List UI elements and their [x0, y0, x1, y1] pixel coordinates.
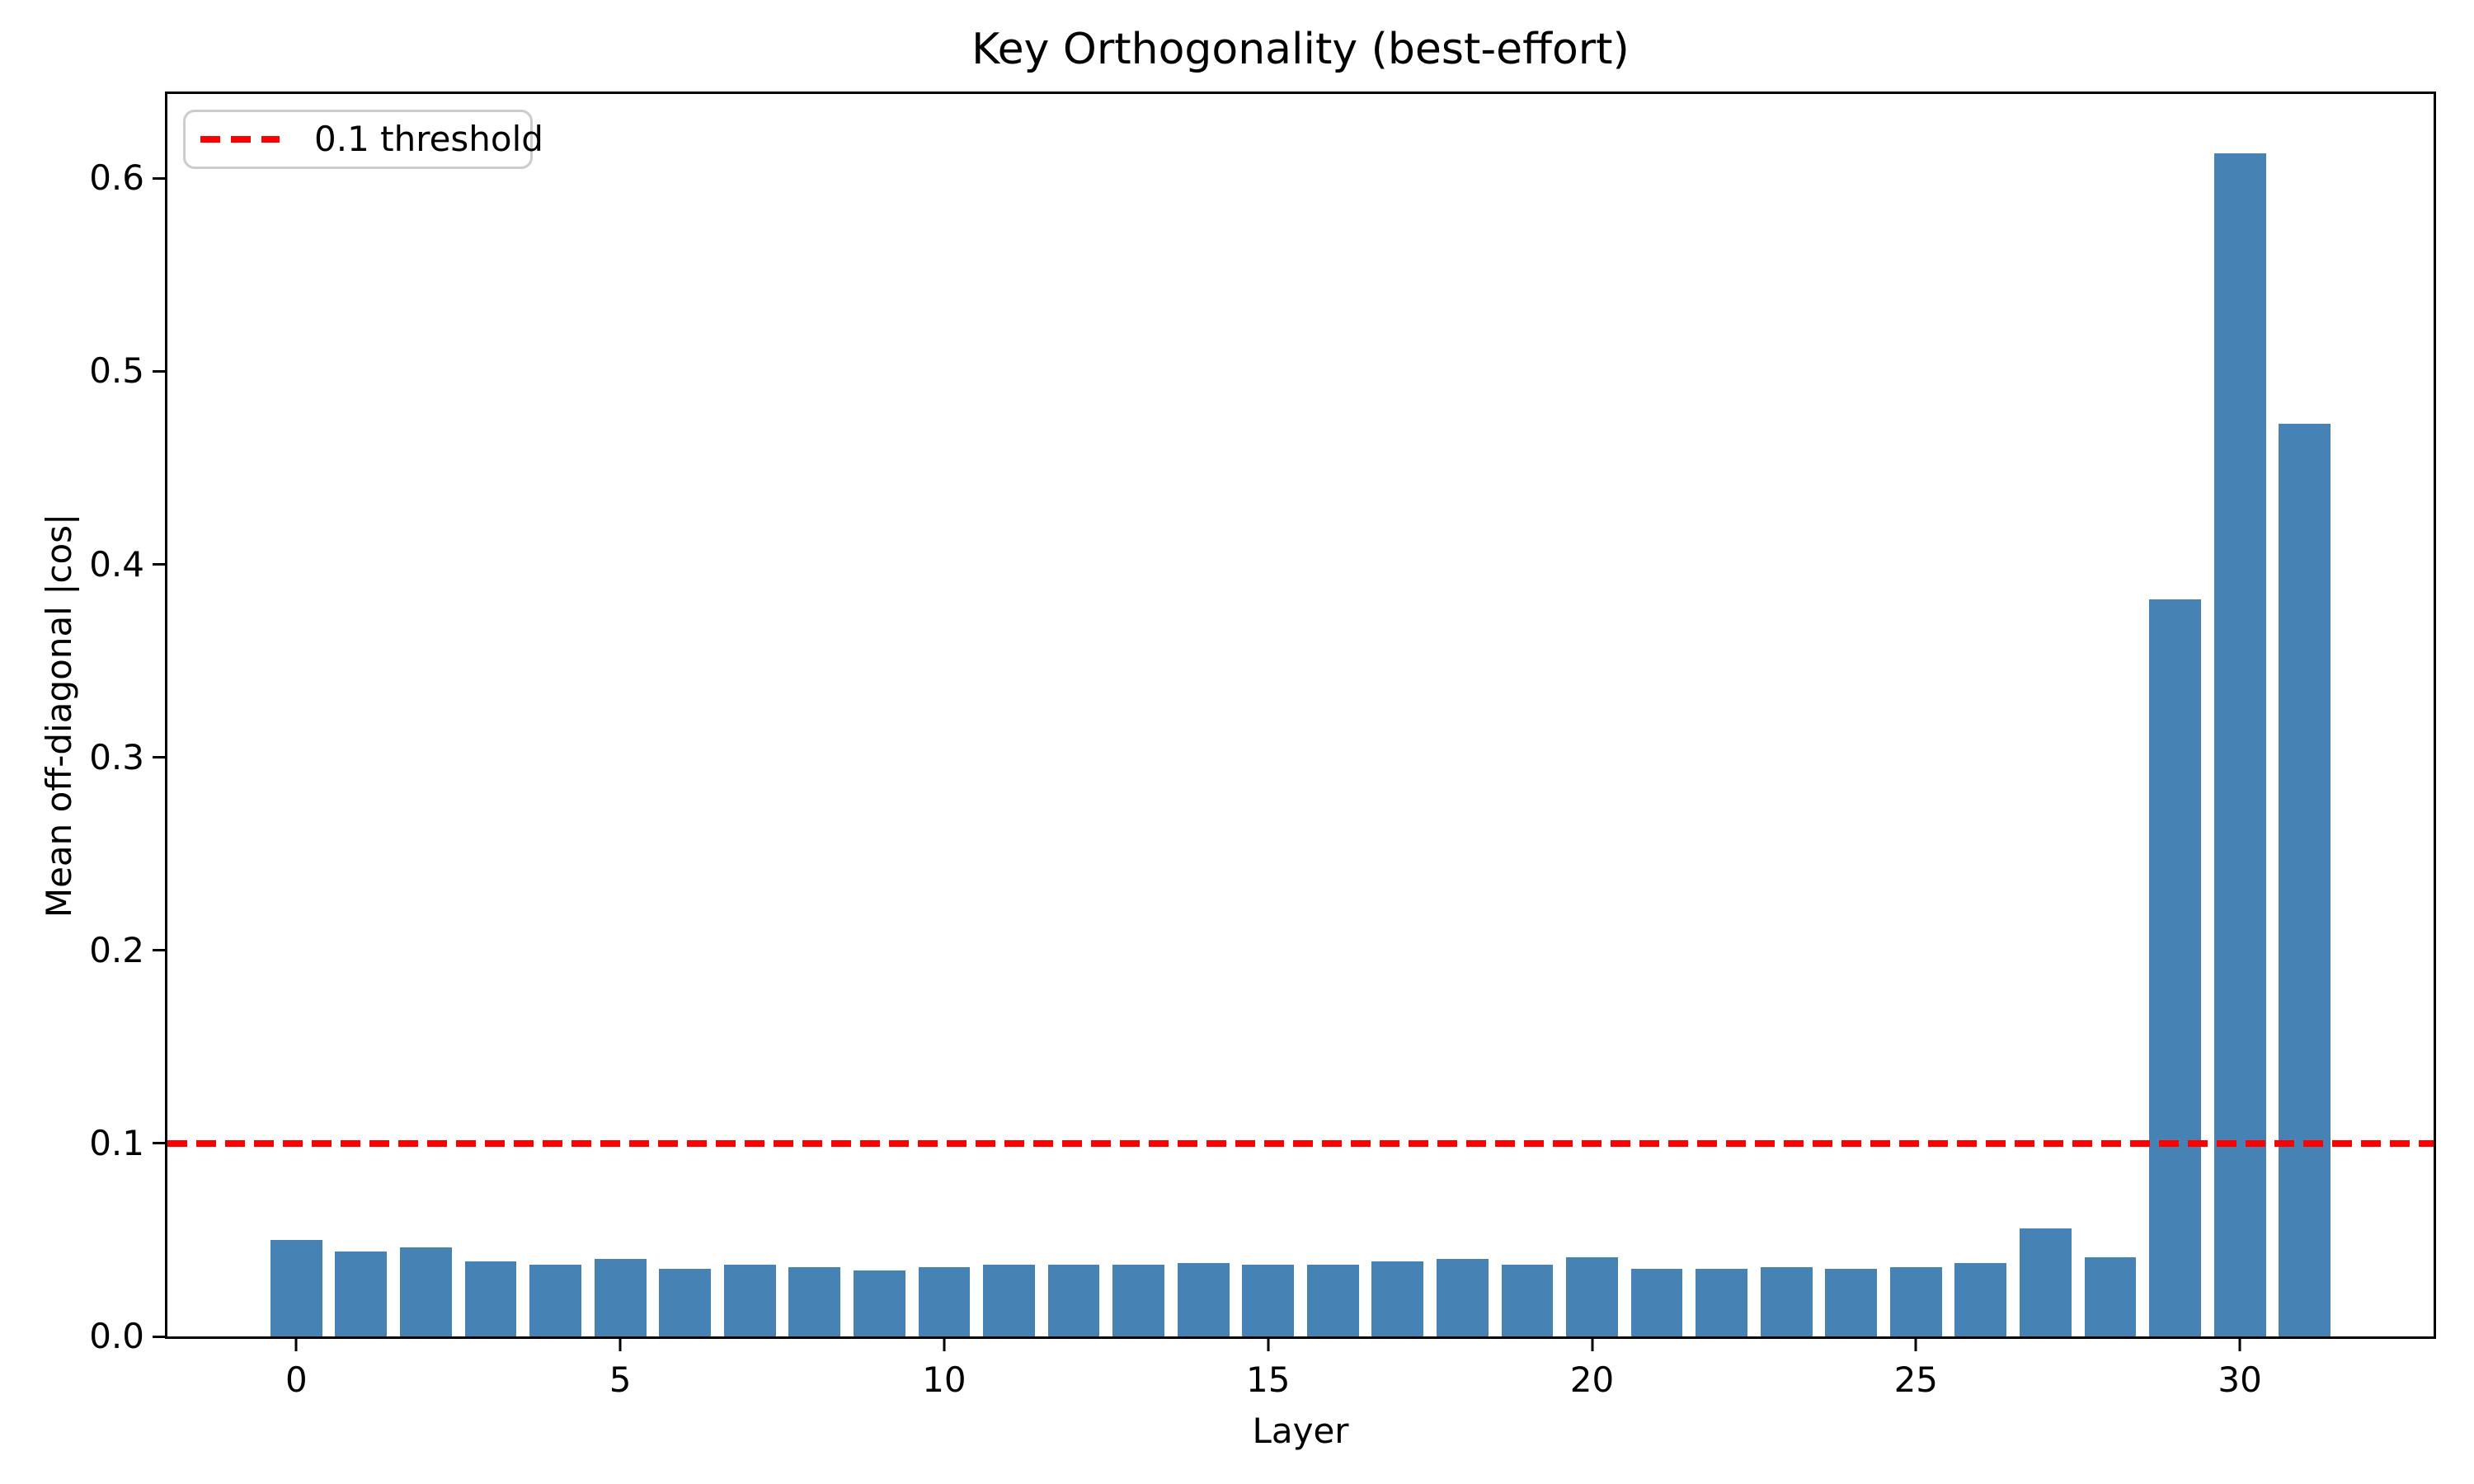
threshold-dash-icon	[200, 136, 280, 143]
x-tick-mark	[1267, 1339, 1270, 1351]
bar-layer-25	[1889, 1266, 1942, 1336]
y-tick-label: 0.4	[89, 543, 144, 585]
x-tick-label: 15	[1245, 1360, 1291, 1400]
bar-layer-26	[1954, 1263, 2007, 1336]
x-axis-label: Layer	[1252, 1411, 1349, 1451]
x-tick-mark	[1591, 1339, 1594, 1351]
y-tick-label: 0.5	[89, 350, 144, 392]
bar-layer-6	[659, 1269, 712, 1336]
bar-layer-19	[1501, 1265, 1554, 1336]
bar-layer-2	[400, 1247, 452, 1336]
x-tick-mark	[2238, 1339, 2241, 1351]
y-tick-label: 0.3	[89, 736, 144, 777]
threshold-line	[167, 1139, 2434, 1147]
bar-layer-9	[853, 1270, 905, 1336]
bar-layer-18	[1436, 1259, 1489, 1336]
bar-layer-16	[1306, 1265, 1359, 1336]
bar-layer-21	[1630, 1269, 1683, 1336]
bar-layer-15	[1242, 1265, 1295, 1336]
x-tick-mark	[294, 1339, 298, 1351]
plot-area: 0.0 0.1 0.2 0.3 0.4 0.5 0.6 0 5 10 15 20 25 30 Layer…	[39, 92, 2436, 1450]
bar-layer-28	[2084, 1257, 2137, 1336]
bar-layer-8	[788, 1266, 841, 1336]
bar-layer-20	[1566, 1257, 1618, 1336]
bar-layer-27	[2020, 1228, 2072, 1336]
x-tick-label: 30	[2218, 1360, 2262, 1400]
x-tick-label: 0	[285, 1360, 308, 1400]
y-tick-mark	[153, 1335, 165, 1338]
x-tick-label: 10	[922, 1360, 967, 1400]
bar-layer-24	[1825, 1269, 1878, 1336]
bar-layer-7	[723, 1265, 776, 1336]
bar-layer-11	[983, 1265, 1035, 1336]
x-tick-label: 5	[609, 1360, 632, 1400]
x-tick-mark	[1914, 1339, 1917, 1351]
bar-layer-4	[529, 1265, 581, 1336]
y-tick-mark	[153, 563, 165, 566]
y-tick-mark	[153, 1142, 165, 1145]
y-tick-mark	[153, 369, 165, 373]
bar-layer-10	[918, 1266, 971, 1336]
y-tick-label: 0.0	[89, 1316, 144, 1356]
y-tick-label: 0.1	[89, 1122, 144, 1163]
bar-layer-30	[2213, 153, 2266, 1336]
bar-layer-12	[1047, 1265, 1100, 1336]
x-tick-label: 20	[1569, 1360, 1615, 1400]
bar-layer-31	[2279, 423, 2331, 1336]
bar-layer-23	[1760, 1266, 1813, 1336]
chart-title: Key Orthogonality (best-effort)	[971, 25, 1630, 74]
bar-layer-17	[1371, 1261, 1424, 1336]
bar-layer-29	[2149, 599, 2201, 1336]
y-tick-mark	[153, 756, 165, 759]
y-tick-label: 0.6	[89, 157, 144, 199]
x-tick-mark	[618, 1339, 622, 1351]
bar-layer-0	[270, 1239, 322, 1336]
legend-label: 0.1 threshold	[314, 119, 543, 159]
y-tick-mark	[153, 949, 165, 952]
x-tick-mark	[943, 1339, 946, 1351]
legend: 0.1 threshold	[183, 110, 543, 169]
x-tick-label: 25	[1893, 1360, 1939, 1400]
bar-layer-14	[1177, 1263, 1230, 1336]
bar-layer-5	[594, 1259, 647, 1336]
bar-layer-13	[1112, 1265, 1165, 1336]
bar-layer-1	[335, 1252, 388, 1336]
bar-layer-3	[464, 1261, 517, 1336]
bar-layer-22	[1696, 1269, 1748, 1336]
y-tick-label: 0.2	[89, 929, 144, 970]
y-axis-label: Mean off-diagonal |cos|	[39, 513, 79, 918]
y-tick-mark	[153, 176, 165, 180]
